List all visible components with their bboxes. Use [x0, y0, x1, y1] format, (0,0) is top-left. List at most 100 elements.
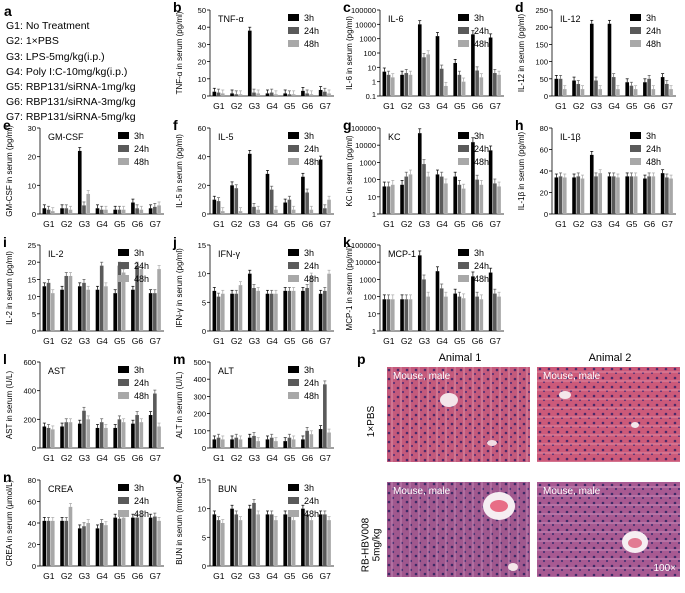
legend-swatch-48h	[288, 510, 299, 517]
bar-24h-G6	[305, 93, 309, 96]
bar-24h-G5	[117, 518, 122, 566]
bar-24h-G1	[46, 427, 51, 448]
bar-48h-G7	[327, 93, 331, 96]
bar-48h-G5	[461, 81, 466, 96]
bar-24h-G6	[647, 176, 651, 214]
x-tick-label: G2	[401, 219, 413, 229]
bar-3h-G4	[607, 23, 612, 96]
chart-panel-e: e 0 10 20 30 GM-CSF in serum (pg/ml) G1 G2 G3 G4 G…	[0, 117, 170, 241]
y-tick-label: 10	[368, 63, 376, 72]
chart-panel-j: j 0 5 10 15 IFN-γ in serum (pg/ml) G1 G2 G3 G4 G5 G…	[170, 234, 340, 358]
legend-label-24h: 24h	[304, 378, 319, 388]
legend-label-24h: 24h	[304, 496, 319, 506]
legend-label-3h: 3h	[134, 248, 144, 258]
x-tick-label: G5	[114, 453, 126, 463]
bar-24h-G2	[576, 176, 581, 214]
bar-24h-G1	[558, 176, 563, 214]
bar-48h-G4	[274, 441, 278, 448]
legend-label-3h: 3h	[134, 365, 144, 375]
y-tick-label: 10000	[355, 141, 376, 150]
bar-24h-G7	[493, 183, 497, 214]
bar-3h-G1	[212, 199, 217, 214]
y-tick-label: 1000	[359, 275, 376, 284]
bar-48h-G5	[291, 209, 296, 214]
bar-24h-G2	[234, 437, 239, 448]
histology-image-rb-animal-2: Mouse, male 100×	[537, 482, 680, 577]
bar-3h-G6	[131, 423, 135, 448]
legend-swatch-48h	[458, 40, 469, 47]
x-tick-label: G3	[79, 219, 91, 229]
x-tick-label: G6	[644, 219, 656, 229]
bar-3h-G7	[148, 208, 153, 214]
panel-label: o	[173, 469, 182, 485]
bar-48h-G2	[580, 178, 585, 214]
bar-24h-G6	[305, 514, 309, 566]
x-tick-label: G5	[284, 336, 296, 346]
x-tick-label: G3	[249, 336, 261, 346]
legend-label-24h: 24h	[304, 26, 319, 36]
y-tick-label: 40	[28, 519, 36, 528]
x-tick-label: G2	[61, 453, 73, 463]
legend-label-48h: 48h	[304, 39, 319, 49]
bar-3h-G4	[95, 208, 100, 214]
bar-48h-G5	[291, 290, 296, 331]
legend-label-24h: 24h	[474, 144, 489, 154]
bar-3h-G1	[212, 91, 217, 96]
bar-24h-G4	[439, 288, 444, 331]
bar-48h-G4	[104, 427, 108, 448]
x-tick-label: G3	[419, 336, 431, 346]
legend-swatch-24h	[288, 27, 299, 34]
x-tick-label: G1	[213, 336, 225, 346]
bar-48h-G7	[497, 186, 501, 214]
x-tick-label: G5	[284, 453, 296, 463]
legend-label-3h: 3h	[304, 365, 314, 375]
bar-24h-G5	[117, 419, 122, 448]
chart-panel-l: l 0 200 400 600 AST in serum (U/L) G1 G2 G3 G4 G5 G…	[0, 351, 170, 475]
bar-24h-G1	[558, 78, 563, 96]
bar-24h-G5	[629, 176, 634, 214]
legend-label-48h: 48h	[134, 274, 149, 284]
chart-title: IL-12	[560, 14, 581, 24]
legend-swatch-3h	[458, 14, 469, 21]
bar-3h-G2	[400, 74, 404, 96]
panel-label: h	[515, 117, 524, 133]
x-tick-label: G2	[231, 336, 243, 346]
bar-48h-G5	[633, 89, 638, 96]
legend-label-3h: 3h	[304, 248, 314, 258]
bar-3h-G3	[589, 154, 594, 214]
bar-48h-G3	[256, 209, 261, 214]
panel-label-a: a	[4, 3, 12, 19]
bar-48h-G6	[651, 176, 656, 214]
chart-svg: 0 20 40 60 80 CREA in serum (μmol/L) G1 G2 G3 G4 G…	[5, 476, 164, 581]
x-tick-label: G4	[96, 336, 108, 346]
y-axis-label: IFN-γ in serum (pg/ml)	[175, 248, 184, 328]
y-tick-label: 0	[202, 92, 206, 101]
x-tick-label: G5	[626, 101, 638, 111]
y-tick-label: 25	[28, 241, 36, 250]
x-tick-label: G7	[319, 336, 331, 346]
legend-label-3h: 3h	[134, 131, 144, 141]
legend-swatch-24h	[288, 497, 299, 504]
bar-48h-G2	[408, 74, 413, 96]
bar-3h-G5	[283, 202, 288, 214]
y-tick-label: 0.1	[366, 92, 376, 101]
bar-3h-G2	[230, 439, 234, 448]
bar-24h-G7	[153, 516, 157, 566]
legend-swatch-3h	[458, 249, 469, 256]
x-tick-label: G6	[472, 336, 484, 346]
bar-24h-G2	[404, 299, 409, 331]
bar-3h-G3	[247, 437, 252, 448]
legend-swatch-24h	[288, 262, 299, 269]
legend-label-3h: 3h	[646, 131, 656, 141]
bar-24h-G2	[234, 94, 239, 96]
legend-swatch-48h	[288, 40, 299, 47]
y-tick-label: 10	[198, 270, 206, 279]
panel-label: b	[173, 0, 182, 15]
bar-24h-G7	[153, 293, 157, 331]
bar-48h-G1	[50, 211, 55, 214]
legend-swatch-3h	[118, 132, 129, 139]
chart-svg: 0 50 100 150 200 250 IL-12 in serum (pg/ml) G1 G…	[517, 6, 676, 111]
y-axis-label: IL-1β in serum (pg/ml)	[517, 131, 526, 210]
group-list: G1: No Treatment G2: 1×PBS G3: LPS-5mg/kg(…	[6, 19, 136, 125]
y-tick-label: 0	[202, 444, 206, 453]
